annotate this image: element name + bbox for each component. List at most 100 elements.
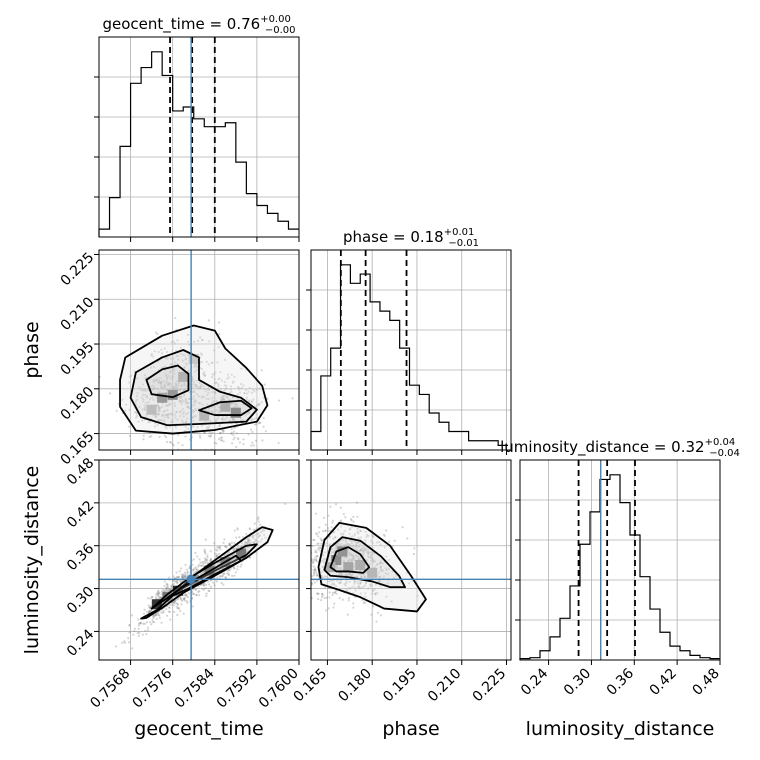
sample-point (248, 539, 251, 542)
sample-point (216, 549, 219, 552)
sample-point (175, 411, 178, 414)
sample-point (203, 560, 207, 563)
sample-point (219, 436, 222, 439)
sample-point (315, 551, 318, 554)
sample-point (191, 377, 194, 380)
sample-point (340, 573, 344, 576)
sample-point (353, 532, 357, 536)
sample-point (214, 391, 217, 394)
sample-point (183, 576, 186, 579)
sample-point (324, 523, 327, 526)
sample-point (259, 531, 263, 534)
sample-point (156, 360, 160, 363)
sample-point (226, 377, 229, 380)
sample-point (194, 551, 197, 555)
sample-point (228, 543, 231, 546)
sample-point (344, 538, 347, 541)
sample-point (173, 386, 176, 389)
sample-point (373, 560, 376, 563)
sample-point (168, 402, 171, 406)
sample-point (156, 590, 160, 593)
sample-point (348, 586, 351, 590)
sample-point (248, 528, 251, 531)
sample-point (133, 370, 136, 373)
sample-point (360, 575, 364, 578)
sample-point (133, 629, 136, 633)
sample-point (236, 393, 240, 396)
sample-point (228, 391, 232, 395)
sample-point (192, 558, 195, 561)
sample-point (254, 439, 258, 442)
sample-point (142, 438, 145, 441)
sample-point (322, 516, 326, 519)
sample-point (215, 409, 219, 412)
sample-point (328, 543, 332, 546)
sample-point (312, 568, 315, 571)
sample-point (187, 406, 190, 409)
sample-point (343, 583, 346, 586)
sample-point (255, 388, 258, 391)
sample-point (255, 533, 258, 536)
sample-point (365, 533, 369, 536)
sample-point (136, 392, 139, 395)
sample-point (238, 535, 241, 539)
sample-point (178, 399, 182, 402)
sample-point (154, 613, 157, 616)
sample-point (240, 563, 243, 566)
sample-point (379, 565, 382, 568)
sample-point (177, 389, 181, 392)
sample-point (365, 546, 369, 550)
sample-point (374, 592, 377, 596)
sample-point (228, 551, 231, 554)
sample-point (342, 559, 345, 562)
sample-point (313, 581, 317, 584)
sample-point (187, 369, 190, 372)
sample-point (412, 552, 415, 556)
sample-point (177, 382, 180, 385)
sample-point (224, 545, 227, 548)
sample-point (194, 400, 198, 403)
sample-point (201, 403, 204, 406)
sample-point (379, 560, 383, 563)
sample-point (164, 413, 167, 416)
sample-point (166, 382, 169, 385)
sample-point (314, 549, 317, 552)
sample-point (194, 588, 197, 591)
sample-point (253, 534, 256, 537)
sample-point (186, 417, 189, 420)
sample-point (248, 411, 251, 415)
sample-point (232, 402, 235, 405)
sample-point (339, 506, 342, 509)
sample-point (214, 420, 218, 423)
sample-point (200, 424, 203, 427)
sample-point (182, 353, 185, 356)
sample-point (145, 401, 148, 405)
sample-point (251, 534, 254, 537)
sample-point (180, 419, 183, 422)
sample-point (165, 436, 168, 439)
sample-point (222, 430, 225, 434)
sample-point (349, 518, 353, 521)
sample-point (191, 409, 194, 412)
sample-point (349, 560, 352, 563)
sample-point (168, 610, 171, 614)
sample-point (242, 536, 245, 539)
sample-point (175, 598, 179, 601)
sample-point (204, 587, 207, 590)
sample-point (166, 440, 169, 444)
sample-point (264, 536, 267, 539)
sample-point (388, 558, 391, 562)
sample-point (194, 383, 198, 387)
sample-point (201, 367, 204, 371)
sample-point (365, 559, 368, 562)
sample-point (359, 549, 362, 552)
sample-point (353, 556, 356, 559)
sample-point (348, 528, 351, 531)
sample-point (213, 349, 216, 352)
sample-point (197, 407, 201, 410)
sample-point (246, 542, 249, 545)
sample-point (152, 398, 155, 401)
sample-point (207, 386, 210, 389)
sample-point (172, 600, 176, 604)
sample-point (184, 413, 188, 416)
